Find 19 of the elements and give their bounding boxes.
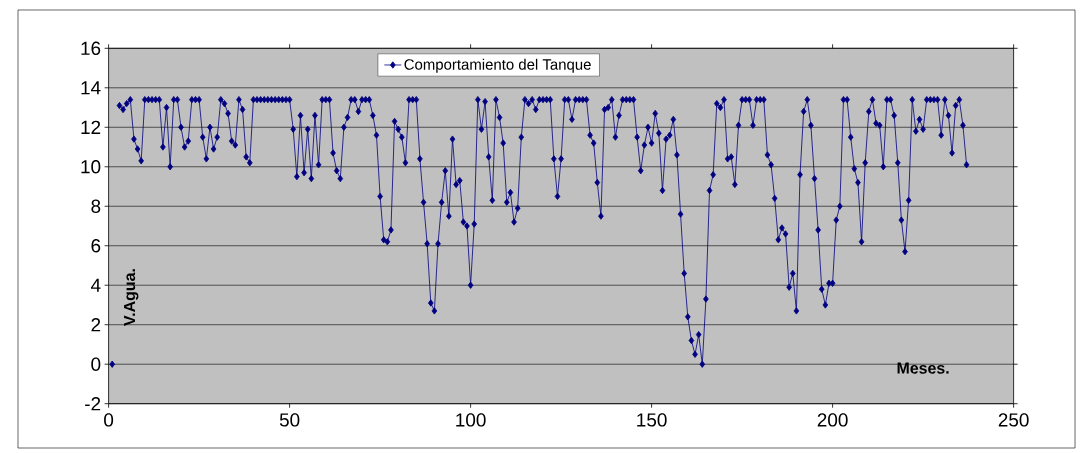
y-tick-label: 14 <box>81 81 101 95</box>
x-tick-label: 200 <box>817 413 848 427</box>
x-tick-label: 250 <box>998 413 1029 427</box>
y-axis-title: V.Agua. <box>124 269 139 326</box>
x-axis-title: Meses. <box>897 362 949 374</box>
y-tick-label: 6 <box>91 239 101 253</box>
y-tick-label: 8 <box>91 199 101 213</box>
x-tick-label: 150 <box>637 413 667 427</box>
y-tick-label: 2 <box>91 318 101 332</box>
y-tick-label: 10 <box>81 160 101 174</box>
x-tick-label: 50 <box>279 413 300 427</box>
legend-label: Comportamiento del Tanque <box>404 58 591 73</box>
y-tick-label: 0 <box>91 357 101 371</box>
y-tick-label: 4 <box>90 278 101 292</box>
y-tick-label: 16 <box>81 41 101 55</box>
x-tick-label: 100 <box>456 413 486 427</box>
y-tick-label: 12 <box>81 120 101 134</box>
y-tick-label: -2 <box>85 397 101 411</box>
x-tick-label: 0 <box>104 413 114 427</box>
